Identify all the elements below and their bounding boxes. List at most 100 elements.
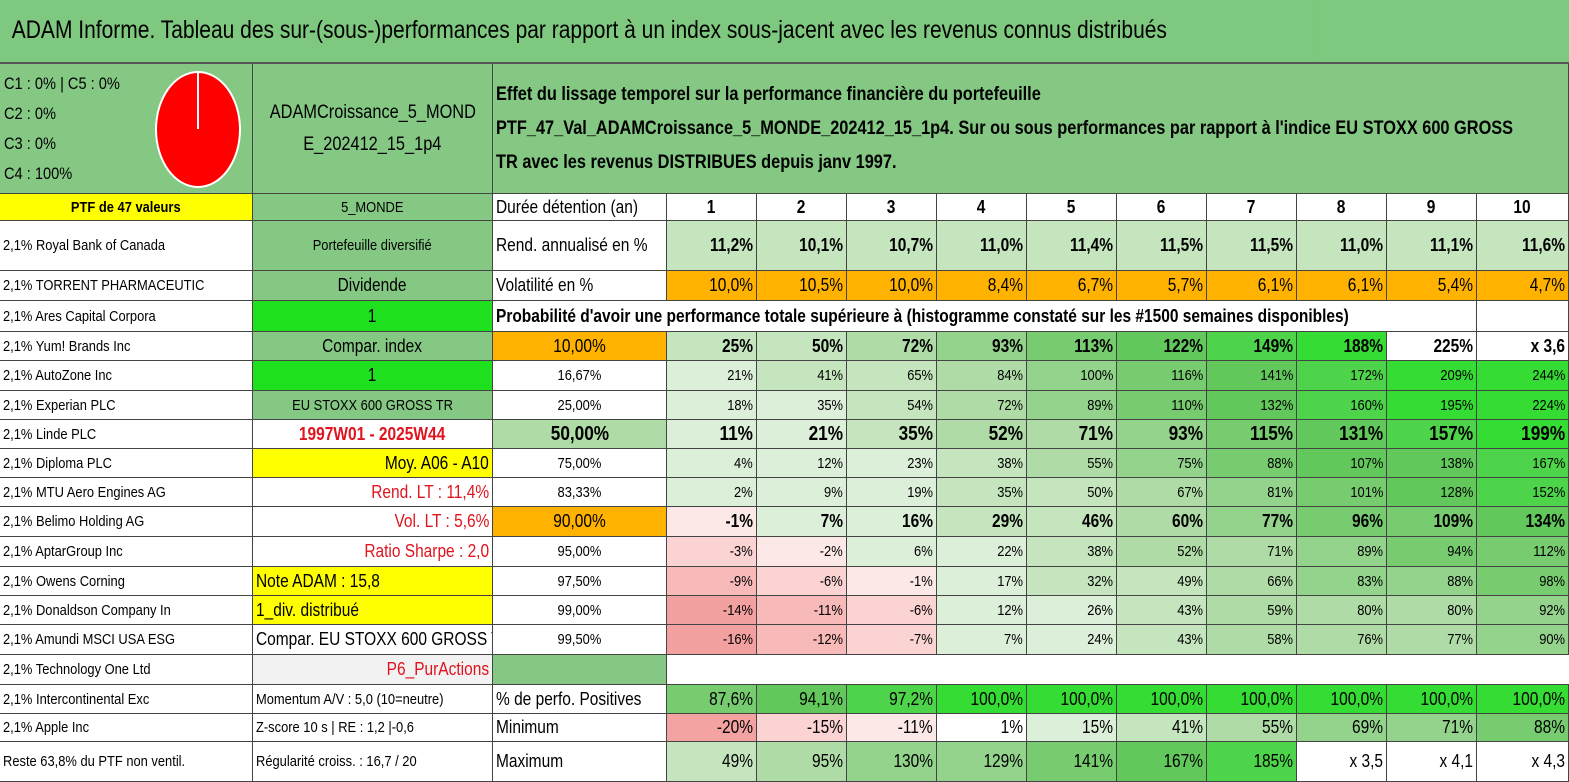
probability-threshold-text: 75,00%: [557, 454, 602, 472]
year-header: 4: [937, 194, 1027, 221]
probability-value: -9%: [667, 567, 757, 596]
year-header-text: 1: [707, 196, 716, 217]
probability-value: 80%: [1387, 596, 1477, 625]
info-cell: Compar. EU STOXX 600 GROSS TR: [253, 625, 493, 655]
probability-value: 43%: [1117, 625, 1207, 655]
holding-row: 2,1% Yum! Brands Inc: [0, 332, 253, 361]
holding-row-text: 2,1% Technology One Ltd: [3, 661, 151, 678]
probability-threshold: 99,50%: [493, 625, 667, 655]
probability-value: 88%: [1207, 449, 1297, 478]
probability-value-text: 19%: [907, 483, 933, 501]
probability-value-text: 195%: [1439, 396, 1473, 414]
info-cell: 1_div. distribué: [253, 596, 493, 625]
probability-value-text: 141%: [1259, 367, 1293, 384]
probability-value: 134%: [1477, 507, 1569, 537]
probability-threshold: 10,00%: [493, 332, 667, 361]
probability-value: 23%: [847, 449, 937, 478]
holding-row: 2,1% Donaldson Company In: [0, 596, 253, 625]
probability-value-text: 12%: [817, 454, 843, 472]
report-title: ADAM Informe. Tableau des sur-(sous-)per…: [0, 0, 1318, 64]
holding-row: Reste 63,8% du PTF non ventil.: [0, 742, 253, 782]
maximum-value: 49%: [667, 742, 757, 782]
probability-value: 35%: [847, 420, 937, 449]
holding-row: 2,1% Amundi MSCI USA ESG: [0, 625, 253, 655]
info-cell-text: Note ADAM : 15,8: [256, 570, 380, 591]
annual-return-text: 11,2%: [709, 235, 753, 255]
probability-value: 109%: [1387, 507, 1477, 537]
holding-row: 2,1% Linde PLC: [0, 420, 253, 449]
probability-value-text: -3%: [730, 543, 753, 560]
probability-threshold: 95,00%: [493, 537, 667, 567]
effect-line: TR avec les revenus DISTRIBUES depuis ja…: [496, 151, 897, 173]
annual-return: 11,1%: [1387, 221, 1477, 271]
holding-row-text: 2,1% Amundi MSCI USA ESG: [3, 631, 176, 648]
maximum-value: 129%: [937, 742, 1027, 782]
probability-value-text: 43%: [1177, 631, 1203, 648]
probability-value: x 3,6: [1477, 332, 1569, 361]
year-header: 9: [1387, 194, 1477, 221]
probability-value: 88%: [1387, 567, 1477, 596]
probability-value-text: 109%: [1433, 511, 1473, 531]
probability-value: 225%: [1387, 332, 1477, 361]
probability-value: 92%: [1477, 596, 1569, 625]
probability-value: 72%: [847, 332, 937, 361]
info-cell-text: Dividende: [338, 275, 407, 295]
volatility-value: 5,4%: [1387, 271, 1477, 301]
probability-value: 49%: [1117, 567, 1207, 596]
info-cell: 1997W01 - 2025W44: [253, 420, 493, 449]
holding-row-text: 2,1% Yum! Brands Inc: [3, 337, 131, 355]
year-header: 8: [1297, 194, 1387, 221]
positive-value: 100,0%: [1207, 685, 1297, 714]
info-cell-text: Momentum A/V : 5,0 (10=neutre): [256, 690, 444, 708]
probability-value: 67%: [1117, 478, 1207, 507]
maximum-value: x 4,1: [1387, 742, 1477, 782]
probability-value-text: 110%: [1170, 396, 1203, 414]
year-header-text: 5: [1067, 196, 1076, 217]
info-cell-text: 5_MONDE: [341, 198, 404, 216]
probability-value-text: 21%: [727, 367, 753, 384]
probability-value-text: 22%: [997, 543, 1023, 560]
probability-value: 7%: [757, 507, 847, 537]
probability-value-text: 122%: [1163, 335, 1203, 356]
year-header-text: 3: [887, 196, 896, 217]
year-header-text: 8: [1337, 196, 1346, 217]
probability-value-text: 67%: [1177, 483, 1203, 501]
return-label-text: Rend. annualisé en %: [496, 235, 648, 255]
volatility-value: 6,1%: [1207, 271, 1297, 301]
info-cell-text: P6_PurActions: [386, 659, 489, 679]
positive-value-text: 100,0%: [970, 688, 1023, 709]
probability-value-text: 224%: [1531, 396, 1565, 414]
probability-value: 12%: [937, 596, 1027, 625]
probability-value-text: 18%: [727, 396, 753, 414]
probability-value-text: 80%: [1357, 601, 1383, 619]
probability-value-text: -1%: [725, 511, 753, 531]
info-cell-text: Compar. EU STOXX 600 GROSS TR: [256, 629, 493, 649]
info-cell: Compar. index: [253, 332, 493, 361]
portfolio-count: PTF de 47 valeurs: [0, 194, 253, 221]
probability-value: 66%: [1207, 567, 1297, 596]
probability-value: -11%: [757, 596, 847, 625]
info-cell: Dividende: [253, 271, 493, 301]
probability-value-text: 12%: [997, 601, 1023, 619]
portfolio-name: ADAMCroissance_5_MOND E_202412_15_1p4: [253, 64, 493, 194]
holding-row: 2,1% Belimo Holding AG: [0, 507, 253, 537]
probability-value: 46%: [1027, 507, 1117, 537]
probability-value: 80%: [1297, 596, 1387, 625]
class-line: C1 : 0% | C5 : 0%: [4, 73, 120, 93]
probability-title-text: Probabilité d'avoir une performance tota…: [496, 305, 1349, 326]
probability-value: 38%: [1027, 537, 1117, 567]
positive-value-text: 100,0%: [1512, 688, 1565, 709]
probability-value: 100%: [1027, 361, 1117, 391]
probability-value: 113%: [1027, 332, 1117, 361]
info-cell: EU STOXX 600 GROSS TR: [253, 391, 493, 420]
probability-value-text: 72%: [902, 335, 933, 356]
probability-value-text: 59%: [1267, 601, 1293, 619]
probability-value: 94%: [1387, 537, 1477, 567]
info-cell: 1: [253, 301, 493, 332]
positive-value-text: 100,0%: [1330, 688, 1383, 709]
probability-value-text: -2%: [820, 543, 843, 560]
minimum-value-text: -11%: [898, 717, 933, 737]
holding-row-text: 2,1% Diploma PLC: [3, 454, 112, 472]
probability-value: 43%: [1117, 596, 1207, 625]
maximum-value: 95%: [757, 742, 847, 782]
